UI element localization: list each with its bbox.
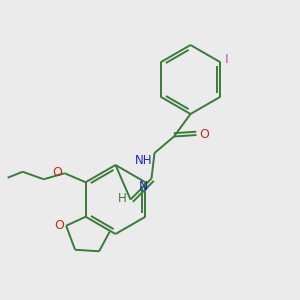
- Text: O: O: [52, 166, 62, 179]
- Text: O: O: [54, 219, 64, 232]
- Text: N: N: [139, 180, 148, 193]
- Text: H: H: [118, 191, 127, 205]
- Text: I: I: [225, 53, 228, 66]
- Text: O: O: [199, 128, 209, 142]
- Text: NH: NH: [135, 154, 152, 167]
